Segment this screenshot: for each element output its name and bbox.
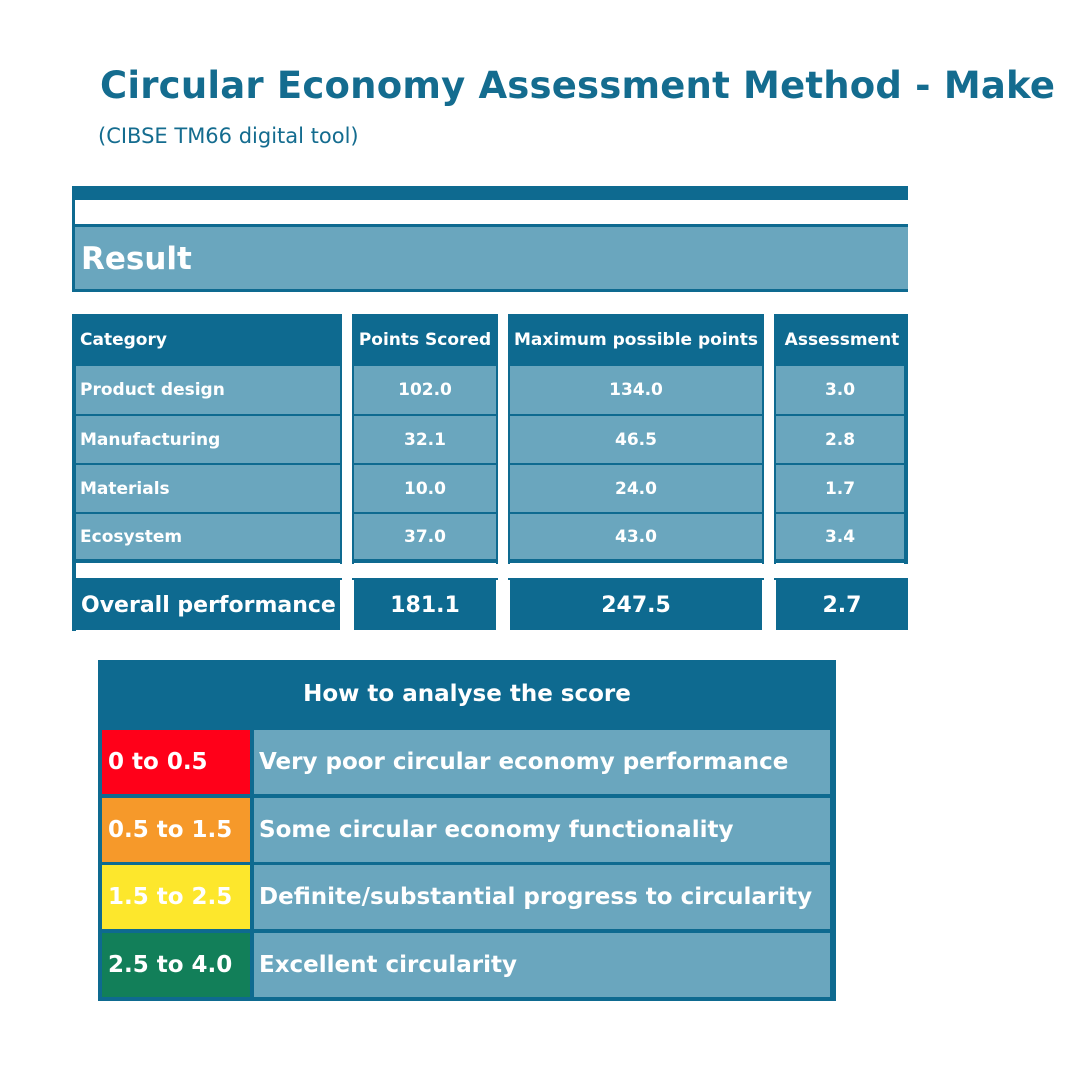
column-gap bbox=[498, 314, 508, 631]
score-legend: How to analyse the score 0 to 0.5 Very p… bbox=[98, 660, 836, 1001]
top-spacer bbox=[72, 200, 908, 224]
table-divider bbox=[508, 314, 510, 564]
top-divider-bar bbox=[72, 186, 908, 200]
legend-title: How to analyse the score bbox=[303, 681, 631, 707]
legend-description: Very poor circular economy performance bbox=[254, 730, 830, 794]
row-max: 43.0 bbox=[510, 512, 762, 561]
overall-label: Overall performance bbox=[74, 580, 340, 630]
header-max-points: Maximum possible points bbox=[510, 314, 762, 366]
column-gap bbox=[764, 314, 774, 631]
overall-assessment: 2.7 bbox=[776, 580, 908, 630]
result-label: Result bbox=[81, 241, 192, 277]
row-category: Ecosystem bbox=[74, 512, 340, 561]
row-max: 134.0 bbox=[510, 364, 762, 414]
table-left-border bbox=[72, 314, 76, 631]
row-assessment: 3.4 bbox=[776, 512, 904, 561]
result-section-header: Result bbox=[72, 224, 908, 292]
legend-range-text: 0 to 0.5 bbox=[108, 749, 208, 775]
results-table: Category Points Scored Maximum possible … bbox=[72, 314, 908, 631]
legend-range-swatch: 2.5 to 4.0 bbox=[102, 933, 250, 997]
row-points: 102.0 bbox=[354, 364, 496, 414]
legend-range-text: 0.5 to 1.5 bbox=[108, 817, 233, 843]
header-points-scored: Points Scored bbox=[354, 314, 496, 366]
row-points: 10.0 bbox=[354, 463, 496, 512]
legend-range-swatch: 0.5 to 1.5 bbox=[102, 798, 250, 862]
row-category: Product design bbox=[74, 364, 340, 414]
page-title: Circular Economy Assessment Method - Mak… bbox=[100, 64, 1056, 107]
header-category: Category bbox=[74, 314, 340, 366]
row-assessment: 3.0 bbox=[776, 364, 904, 414]
row-points: 37.0 bbox=[354, 512, 496, 561]
table-divider bbox=[72, 578, 908, 580]
legend-description: Excellent circularity bbox=[254, 933, 830, 997]
overall-points: 181.1 bbox=[354, 580, 496, 630]
table-divider bbox=[72, 561, 908, 563]
table-divider bbox=[352, 314, 354, 564]
row-assessment: 1.7 bbox=[776, 463, 904, 512]
table-divider bbox=[762, 314, 764, 564]
overall-max: 247.5 bbox=[510, 580, 762, 630]
column-gap bbox=[342, 314, 352, 631]
row-points: 32.1 bbox=[354, 414, 496, 463]
table-gap bbox=[76, 564, 904, 578]
row-category: Materials bbox=[74, 463, 340, 512]
legend-range-text: 1.5 to 2.5 bbox=[108, 884, 233, 910]
legend-description: Definite/substantial progress to circula… bbox=[254, 865, 830, 929]
legend-range-swatch: 1.5 to 2.5 bbox=[102, 865, 250, 929]
row-assessment: 2.8 bbox=[776, 414, 904, 463]
legend-description: Some circular economy functionality bbox=[254, 798, 830, 862]
row-category: Manufacturing bbox=[74, 414, 340, 463]
page-subtitle: (CIBSE TM66 digital tool) bbox=[98, 124, 359, 148]
header-assessment: Assessment bbox=[776, 314, 908, 366]
table-right-border bbox=[904, 314, 908, 564]
table-divider bbox=[774, 314, 776, 564]
legend-range-swatch: 0 to 0.5 bbox=[102, 730, 250, 794]
row-max: 24.0 bbox=[510, 463, 762, 512]
table-divider bbox=[496, 314, 498, 564]
table-divider bbox=[340, 314, 342, 564]
row-max: 46.5 bbox=[510, 414, 762, 463]
legend-range-text: 2.5 to 4.0 bbox=[108, 952, 233, 978]
